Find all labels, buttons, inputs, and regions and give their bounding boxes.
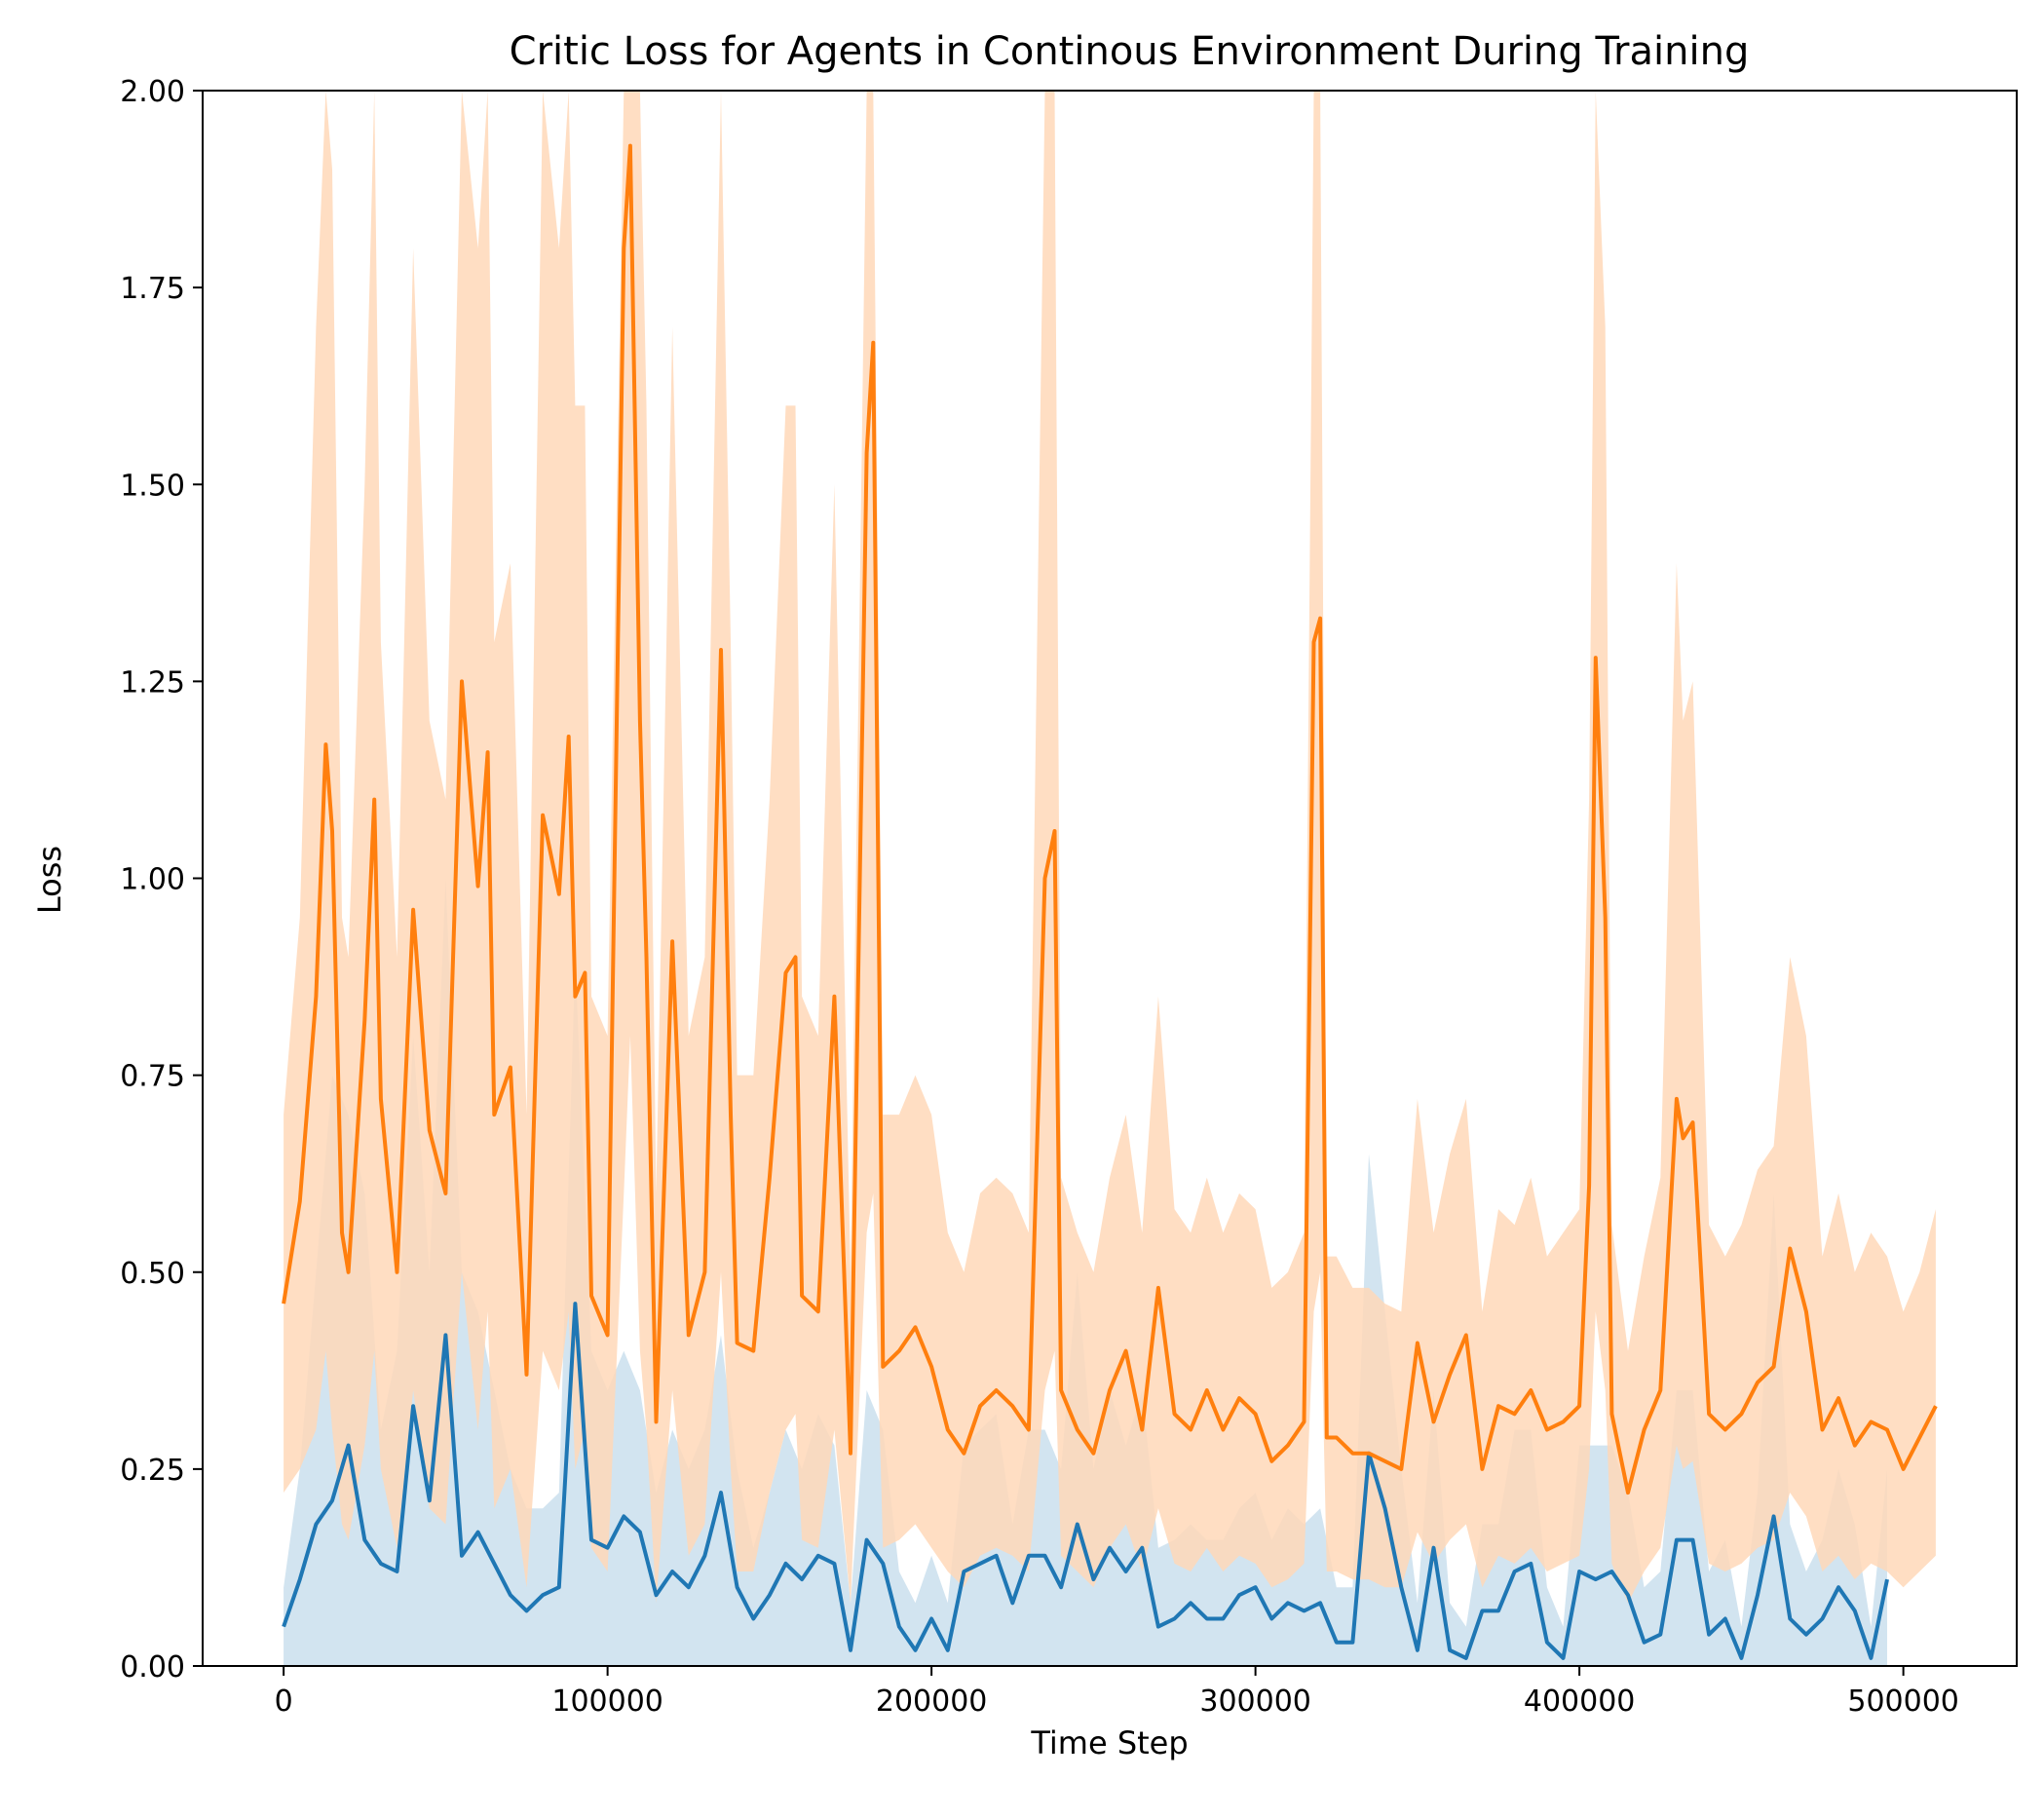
y-tick-label: 1.25	[120, 665, 185, 700]
x-tick-label: 300000	[1199, 1685, 1311, 1719]
x-axis-ticks: 0 100000 200000 300000 400000 500000	[275, 1666, 1959, 1719]
confidence-bands	[284, 91, 1936, 1666]
y-tick-label: 0.00	[120, 1650, 185, 1685]
y-tick-label: 0.50	[120, 1257, 185, 1291]
y-tick-label: 1.50	[120, 469, 185, 503]
x-tick-label: 100000	[551, 1685, 663, 1719]
x-axis-label: Time Step	[1030, 1724, 1188, 1761]
series-lines	[282, 143, 1938, 1660]
chart-title: Critic Loss for Agents in Continous Envi…	[510, 29, 1750, 74]
x-tick-label: 200000	[876, 1685, 988, 1719]
y-axis-label: Loss	[31, 846, 68, 914]
y-tick-label: 1.75	[120, 272, 185, 306]
series-1-band	[284, 91, 1936, 1604]
y-tick-label: 0.75	[120, 1060, 185, 1094]
series-0-line	[282, 1302, 1889, 1660]
x-tick-label: 0	[275, 1685, 293, 1719]
y-tick-label: 1.00	[120, 863, 185, 897]
x-tick-label: 400000	[1524, 1685, 1636, 1719]
y-tick-label: 2.00	[120, 75, 185, 109]
y-tick-label: 0.25	[120, 1454, 185, 1488]
y-axis-ticks: 0.00 0.25 0.50 0.75 1.00 1.25 1.50 1.75 2.00	[120, 75, 203, 1685]
x-tick-label: 500000	[1847, 1685, 1959, 1719]
series-1-line	[282, 143, 1938, 1495]
